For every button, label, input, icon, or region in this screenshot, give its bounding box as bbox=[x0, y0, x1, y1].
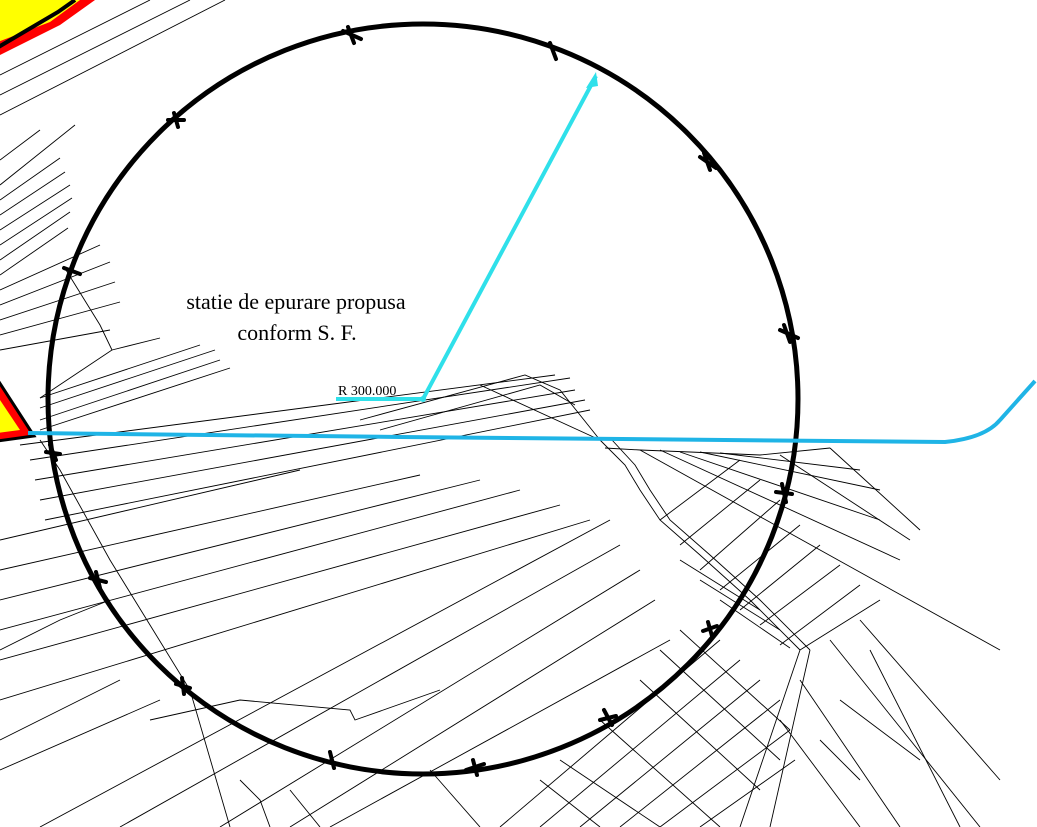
highlighted-parcel-top bbox=[0, 0, 95, 55]
station-label-line1: statie de epurare propusa bbox=[186, 289, 406, 314]
pipeline-line bbox=[27, 379, 1037, 445]
circle-tick-marks bbox=[44, 25, 800, 777]
radius-indicator bbox=[336, 72, 598, 402]
radius-label: R 300.000 bbox=[338, 384, 396, 399]
highlighted-parcel-left bbox=[0, 380, 37, 443]
station-label-line2: conform S. F. bbox=[237, 320, 356, 345]
protection-zone-circle bbox=[45, 21, 801, 777]
